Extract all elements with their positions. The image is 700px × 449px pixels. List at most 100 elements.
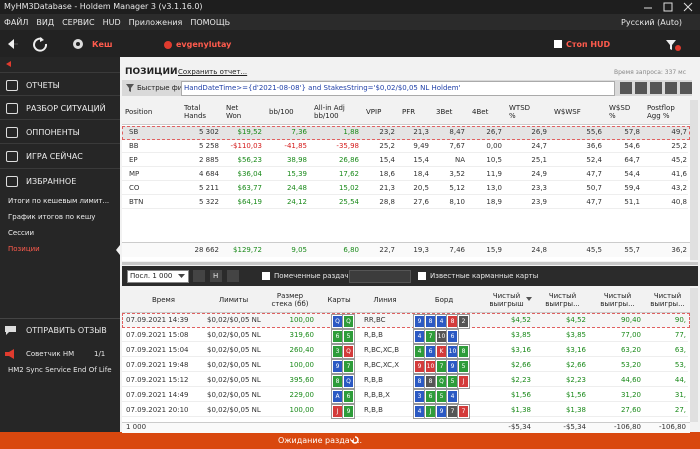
table-cell: 31, — [674, 391, 686, 399]
table-cell: 64,7 — [624, 156, 640, 164]
sidebar-item[interactable]: ИГРА СЕЙЧАС — [26, 152, 83, 161]
sidebar-subitem[interactable]: График итогов по кешу — [8, 213, 96, 221]
filter-icon[interactable] — [664, 38, 684, 52]
filter-buttons[interactable] — [620, 82, 692, 94]
table-row[interactable] — [122, 196, 688, 209]
advisor[interactable]: Советчик HM — [26, 350, 75, 358]
table-row[interactable] — [122, 328, 688, 342]
last-dropdown[interactable] — [127, 270, 189, 283]
table-row[interactable] — [122, 373, 688, 387]
menu-item[interactable]: СЕРВИС — [62, 18, 95, 27]
table-row[interactable] — [122, 343, 688, 357]
sidebar-back[interactable] — [4, 60, 14, 68]
table-cell: 53,20 — [620, 361, 641, 369]
card: 9 — [414, 315, 425, 328]
card: 3 — [332, 345, 343, 358]
table-cell: 23,2 — [379, 128, 395, 136]
player-name[interactable]: evgenylutay — [176, 40, 232, 49]
table-cell: 10,5 — [486, 156, 502, 164]
sidebar-item[interactable]: РАЗБОР СИТУАЦИЙ — [26, 104, 106, 113]
language[interactable]: Русский (Auto) — [621, 18, 682, 27]
save-report[interactable]: Сохранить отчет... — [178, 68, 248, 76]
feedback[interactable]: ОТПРАВИТЬ ОТЗЫВ — [26, 326, 107, 335]
toolbar-icons[interactable] — [4, 36, 114, 52]
card: 6 — [343, 390, 354, 403]
table-cell: 15,4 — [379, 156, 395, 164]
table-row[interactable] — [122, 313, 690, 328]
table-row[interactable] — [122, 140, 688, 153]
stop-hud-checkbox[interactable] — [554, 40, 562, 48]
table-cell: 38,98 — [286, 156, 307, 164]
table-cell: 24,7 — [531, 142, 547, 150]
sidebar-item[interactable]: ОТЧЕТЫ — [26, 81, 60, 90]
table-cell: MP — [129, 170, 140, 178]
status-bar — [0, 432, 700, 449]
table-cell: $2,66 — [565, 361, 586, 369]
filter-label: Быстрые фильт — [137, 84, 195, 92]
table-cell: $2,66 — [510, 361, 531, 369]
sidebar-item[interactable]: ОППОНЕНТЫ — [26, 128, 80, 137]
menu-item[interactable]: ВИД — [36, 18, 55, 27]
table-cell: R,BC,XC,B — [364, 346, 400, 354]
sidebar-subitem[interactable]: Позиции — [8, 245, 40, 253]
table-row[interactable] — [122, 358, 688, 372]
filter-input[interactable] — [181, 81, 615, 96]
table-row[interactable] — [122, 154, 688, 167]
table-cell: 17,62 — [338, 170, 359, 178]
menu-item[interactable]: Приложения — [128, 18, 183, 27]
column-header: PFR — [402, 108, 416, 116]
card: 6 — [425, 345, 436, 358]
notice[interactable]: HM2 Sync Service End Of Life — [8, 366, 112, 374]
table-cell: 45,5 — [586, 246, 602, 254]
card: 5 — [343, 330, 354, 343]
cache-label[interactable]: Кеш — [92, 40, 113, 49]
title-bar — [0, 0, 700, 14]
sidebar-item[interactable]: ИЗБРАННОЕ — [26, 177, 77, 186]
table-cell: 47,7 — [586, 198, 602, 206]
table-cell: 90, — [674, 316, 686, 324]
table-cell: -41,85 — [284, 142, 307, 150]
table-row[interactable] — [122, 403, 688, 417]
table-cell: 43,2 — [671, 184, 687, 192]
card: 7 — [425, 330, 436, 343]
grid-button[interactable] — [227, 270, 239, 282]
known-label: Известные карманные карты — [430, 272, 539, 280]
stop-hud-label[interactable]: Стоп HUD — [566, 40, 611, 49]
table-cell: 23,9 — [531, 198, 547, 206]
table-cell: BB — [129, 142, 139, 150]
sidebar-subitem[interactable]: Итоги по кешевым лимит... — [8, 197, 110, 205]
table-cell: 3,52 — [449, 170, 465, 178]
sidebar-subitem[interactable]: Сессии — [8, 229, 34, 237]
card: 6 — [332, 330, 343, 343]
table-cell: RR,BC — [364, 316, 386, 324]
table-cell: 5 211 — [198, 184, 219, 192]
table-cell: 19,3 — [413, 246, 429, 254]
column-header: Борд — [434, 296, 454, 304]
table-cell: 5 258 — [198, 142, 219, 150]
h-button[interactable] — [210, 270, 222, 282]
table-row[interactable] — [122, 182, 688, 195]
menu-item[interactable]: HUD — [102, 18, 121, 27]
table-cell: 260,40 — [289, 346, 315, 354]
menu-item[interactable]: ПОМОЩЬ — [190, 18, 231, 27]
column-header: Линия — [373, 296, 397, 304]
menu-item[interactable]: ФАЙЛ — [4, 18, 29, 27]
splitter[interactable] — [122, 262, 698, 265]
table-cell: 77, — [674, 331, 686, 339]
column-header: bb/100 — [269, 108, 294, 116]
card: A — [332, 390, 343, 403]
marked-checkbox[interactable] — [262, 272, 270, 280]
column-header: Карты — [327, 296, 351, 304]
window-controls[interactable] — [640, 2, 696, 12]
table-header — [122, 100, 690, 125]
table-cell: -$110,03 — [230, 142, 262, 150]
table-row[interactable] — [122, 168, 688, 181]
table-cell: 395,60 — [289, 376, 315, 384]
table-row[interactable] — [122, 388, 688, 402]
table-row[interactable] — [122, 126, 690, 140]
table-cell: 28,8 — [379, 198, 395, 206]
marked-dropdown[interactable] — [349, 270, 411, 283]
eye-button[interactable] — [193, 270, 205, 282]
known-checkbox[interactable] — [418, 272, 426, 280]
card: J — [425, 405, 436, 418]
